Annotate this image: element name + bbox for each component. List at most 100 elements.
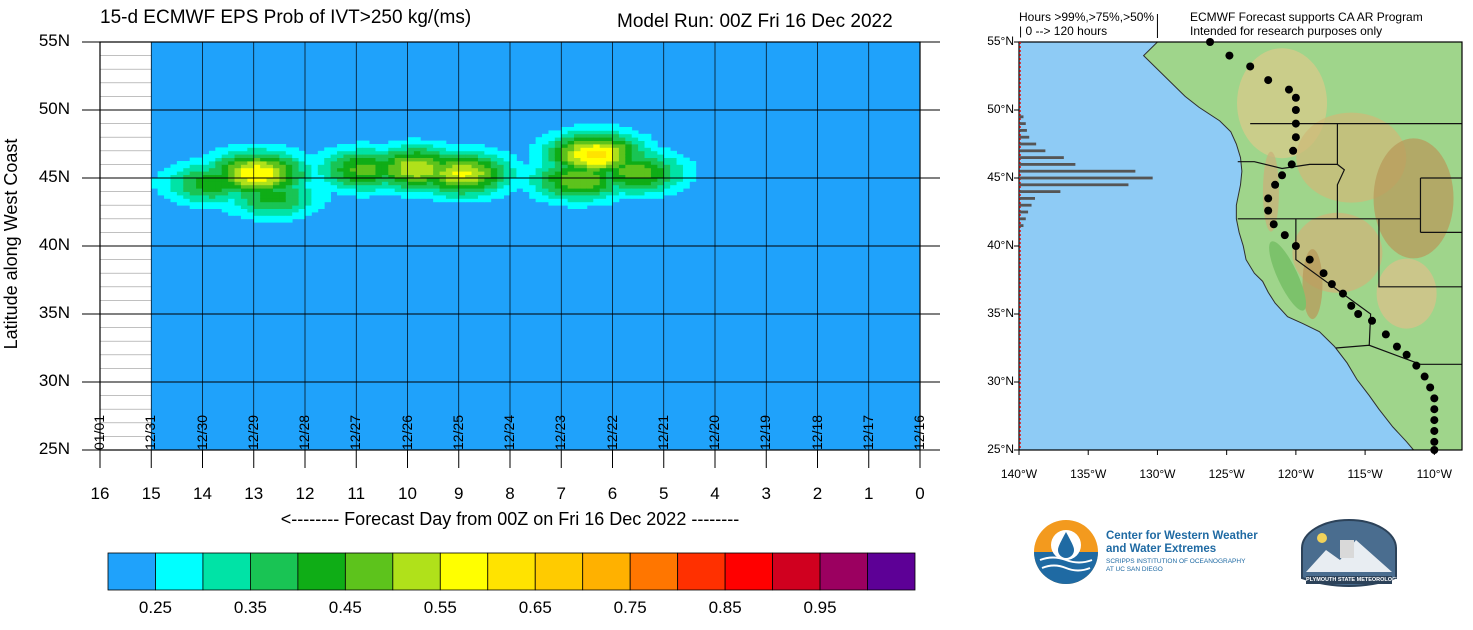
heatmap-cell <box>426 154 434 158</box>
heatmap-cell <box>356 144 364 148</box>
heatmap-cell <box>586 198 594 203</box>
heatmap-cell <box>349 188 357 192</box>
heatmap-cell <box>394 154 402 158</box>
heatmap-cell <box>234 191 242 196</box>
heatmap-cell <box>580 157 588 162</box>
heatmap-cell <box>240 198 248 203</box>
heatmap-cell <box>247 167 255 172</box>
heatmap-cell <box>266 215 274 220</box>
heatmap-cell <box>240 181 248 186</box>
heatmap-cell <box>612 174 620 179</box>
heatmap-cell <box>676 184 684 189</box>
heatmap-cell <box>599 181 607 186</box>
heatmap-cell <box>330 154 338 158</box>
map-lat-label: 50°N <box>987 102 1014 116</box>
heatmap-cell <box>266 181 274 186</box>
heatmap-cell <box>471 174 479 179</box>
heatmap-cell <box>567 161 575 165</box>
heatmap-cell <box>362 144 370 148</box>
heatmap-cell <box>375 171 383 175</box>
heatmap-cell <box>574 205 581 209</box>
coast-point <box>1392 342 1401 351</box>
map-lon-label: 135°W <box>1070 467 1107 481</box>
heatmap-cell <box>337 164 344 169</box>
heatmap-cell <box>439 171 447 175</box>
heatmap-cell <box>305 161 312 165</box>
heatmap-cell <box>484 164 492 169</box>
heatmap-cell <box>497 178 504 182</box>
heatmap-cell <box>240 144 248 148</box>
heatmap-cell <box>381 147 389 152</box>
heatmap-cell <box>330 167 338 172</box>
heatmap-cell <box>285 191 293 196</box>
heatmap-cell <box>330 164 338 169</box>
heatmap-cell <box>599 198 607 203</box>
heatmap-cell <box>317 174 325 179</box>
heatmap-cell <box>586 184 594 189</box>
heatmap-cell <box>663 154 671 158</box>
heatmap-cell <box>356 167 364 172</box>
heatmap-cell <box>535 184 543 189</box>
heatmap-cell <box>176 191 184 196</box>
hours-bar <box>1020 129 1027 132</box>
heatmap-cell <box>625 157 633 162</box>
heatmap-cell <box>311 208 319 213</box>
heatmap-cell <box>612 140 620 145</box>
heatmap-cell <box>202 171 210 175</box>
heatmap-cell <box>298 154 306 158</box>
coast-point <box>1284 85 1293 94</box>
heatmap-cell <box>676 154 684 158</box>
heatmap-cell <box>285 201 293 206</box>
heatmap-cell <box>452 154 460 158</box>
heatmap-plot <box>82 41 940 468</box>
heatmap-cell <box>567 164 575 169</box>
heatmap-cell <box>247 212 255 216</box>
heatmap-cell <box>682 181 690 186</box>
heatmap-cell <box>317 171 325 175</box>
heatmap-cell <box>202 174 210 179</box>
heatmap-cell <box>510 164 517 169</box>
heatmap-cell <box>311 164 319 169</box>
heatmap-cell <box>420 171 428 175</box>
heatmap-cell <box>292 198 299 203</box>
heatmap-cell <box>618 174 626 179</box>
heatmap-cell <box>407 137 415 141</box>
heatmap-cell <box>183 188 191 192</box>
heatmap-cell <box>202 178 210 182</box>
heatmap-cell <box>606 137 613 141</box>
heatmap-cell <box>228 171 235 175</box>
heatmap-cell <box>394 188 402 192</box>
heatmap-cell <box>644 195 652 199</box>
heatmap-cell <box>606 161 613 165</box>
heatmap-cell <box>305 198 312 203</box>
x-tick-label: 0 <box>915 484 925 503</box>
heatmap-cell <box>298 212 306 216</box>
heatmap-cell <box>176 201 184 206</box>
heatmap-cell <box>208 171 216 175</box>
heatmap-cell <box>516 164 524 169</box>
heatmap-cell <box>535 171 543 175</box>
heatmap-cell <box>317 195 325 199</box>
heatmap-cell <box>420 188 428 192</box>
coast-point <box>1319 269 1328 278</box>
heatmap-cell <box>247 154 255 158</box>
heatmap-cell <box>516 184 524 189</box>
heatmap-cell <box>349 174 357 179</box>
heatmap-cell <box>561 191 569 196</box>
heatmap-cell <box>260 157 267 162</box>
heatmap-cell <box>593 171 601 175</box>
heatmap-cell <box>670 161 677 165</box>
heatmap-cell <box>317 191 325 196</box>
heatmap-cell <box>420 195 428 199</box>
heatmap-cell <box>612 164 620 169</box>
heatmap-cell <box>394 167 402 172</box>
heatmap-cell <box>401 161 408 165</box>
heatmap-cell <box>272 147 280 152</box>
heatmap-cell <box>631 157 639 162</box>
heatmap-cell <box>202 157 210 162</box>
heatmap-cell <box>676 161 684 165</box>
heatmap-cell <box>260 147 267 152</box>
heatmap-cell <box>593 198 601 203</box>
heatmap-cell <box>510 174 517 179</box>
heatmap-cell <box>305 171 312 175</box>
